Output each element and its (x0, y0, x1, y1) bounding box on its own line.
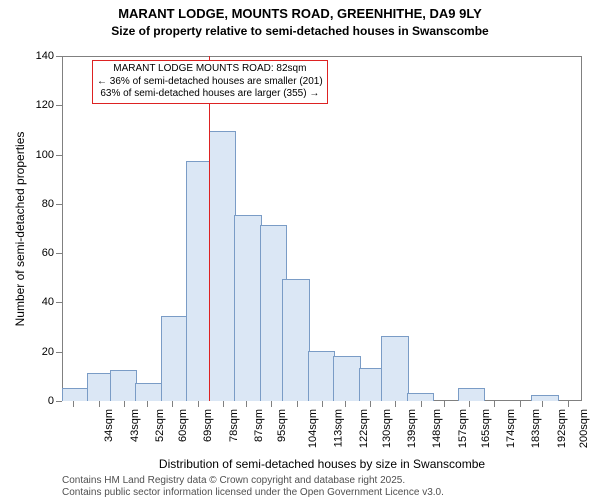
y-tick-label: 80 (42, 198, 54, 210)
chart-title-line1: MARANT LODGE, MOUNTS ROAD, GREENHITHE, D… (0, 6, 600, 21)
footer-line2: Contains public sector information licen… (62, 487, 444, 498)
x-tick (246, 401, 247, 407)
x-tick (520, 401, 521, 407)
x-tick-label: 43sqm (129, 409, 141, 442)
x-tick (469, 401, 470, 407)
x-tick-label: 34sqm (103, 409, 115, 442)
x-tick (395, 401, 396, 407)
histogram-bar (209, 131, 236, 401)
y-tick (56, 401, 62, 402)
footer-line1: Contains HM Land Registry data © Crown c… (62, 475, 405, 486)
y-tick (56, 352, 62, 353)
histogram-bar (234, 215, 261, 401)
x-tick (494, 401, 495, 407)
histogram-bar (458, 388, 485, 401)
histogram-bar (161, 316, 188, 401)
x-tick-label: 139sqm (406, 409, 418, 448)
y-tick-label: 140 (36, 50, 54, 62)
y-tick (56, 204, 62, 205)
y-tick (56, 253, 62, 254)
x-axis-label: Distribution of semi-detached houses by … (62, 457, 582, 471)
y-tick (56, 302, 62, 303)
x-tick (99, 401, 100, 407)
x-tick-label: 122sqm (358, 409, 370, 448)
y-tick-label: 60 (42, 247, 54, 259)
annotation-line3: 63% of semi-detached houses are larger (… (97, 88, 323, 101)
annotation-line2: ← 36% of semi-detached houses are smalle… (97, 76, 323, 89)
x-tick-label: 113sqm (332, 409, 344, 447)
x-tick (147, 401, 148, 407)
x-tick-label: 78sqm (228, 409, 240, 442)
x-tick (322, 401, 323, 407)
histogram-bar (110, 370, 137, 401)
histogram-bar (62, 388, 89, 401)
x-tick (198, 401, 199, 407)
x-tick-label: 165sqm (480, 409, 492, 448)
x-tick (568, 401, 569, 407)
x-tick (73, 401, 74, 407)
x-tick (124, 401, 125, 407)
x-tick-label: 95sqm (276, 409, 288, 442)
x-tick-label: 200sqm (579, 409, 591, 448)
histogram-bar (531, 395, 558, 401)
x-tick-label: 157sqm (457, 409, 469, 448)
chart-title-line2: Size of property relative to semi-detach… (0, 24, 600, 38)
x-tick (421, 401, 422, 407)
x-tick (172, 401, 173, 407)
x-axis-top-line (62, 56, 582, 57)
y-axis-right-line (581, 56, 582, 401)
reference-line (209, 56, 210, 401)
x-tick-label: 174sqm (505, 409, 517, 448)
x-tick (542, 401, 543, 407)
x-tick-label: 60sqm (177, 409, 189, 442)
histogram-bar (282, 279, 309, 401)
plot-area: 02040608010012014034sqm43sqm52sqm60sqm69… (62, 56, 582, 401)
x-tick (345, 401, 346, 407)
histogram-bar (333, 356, 360, 401)
x-tick (223, 401, 224, 407)
histogram-bar (135, 383, 162, 401)
x-tick-label: 52sqm (154, 409, 166, 442)
annotation-box: MARANT LODGE MOUNTS ROAD: 82sqm ← 36% of… (92, 60, 328, 104)
x-tick (444, 401, 445, 407)
y-tick-label: 0 (48, 395, 54, 407)
histogram-bar (381, 336, 408, 401)
x-tick (370, 401, 371, 407)
y-tick (56, 105, 62, 106)
x-tick-label: 69sqm (202, 409, 214, 442)
y-tick-label: 100 (36, 149, 54, 161)
histogram-bar (407, 393, 434, 401)
x-tick-label: 148sqm (432, 409, 444, 448)
x-tick-label: 87sqm (253, 409, 265, 442)
y-axis-line (62, 56, 63, 401)
x-tick-label: 183sqm (531, 409, 543, 448)
y-tick-label: 40 (42, 296, 54, 308)
x-tick-label: 130sqm (381, 409, 393, 448)
y-tick-label: 20 (42, 346, 54, 358)
x-tick (297, 401, 298, 407)
x-tick (271, 401, 272, 407)
annotation-line1: MARANT LODGE MOUNTS ROAD: 82sqm (97, 63, 323, 76)
x-tick-label: 192sqm (556, 409, 568, 448)
y-tick (56, 155, 62, 156)
histogram-bar (308, 351, 335, 401)
y-axis-label: Number of semi-detached properties (13, 131, 27, 326)
y-tick (56, 56, 62, 57)
y-tick-label: 120 (36, 99, 54, 111)
x-tick-label: 104sqm (307, 409, 319, 448)
